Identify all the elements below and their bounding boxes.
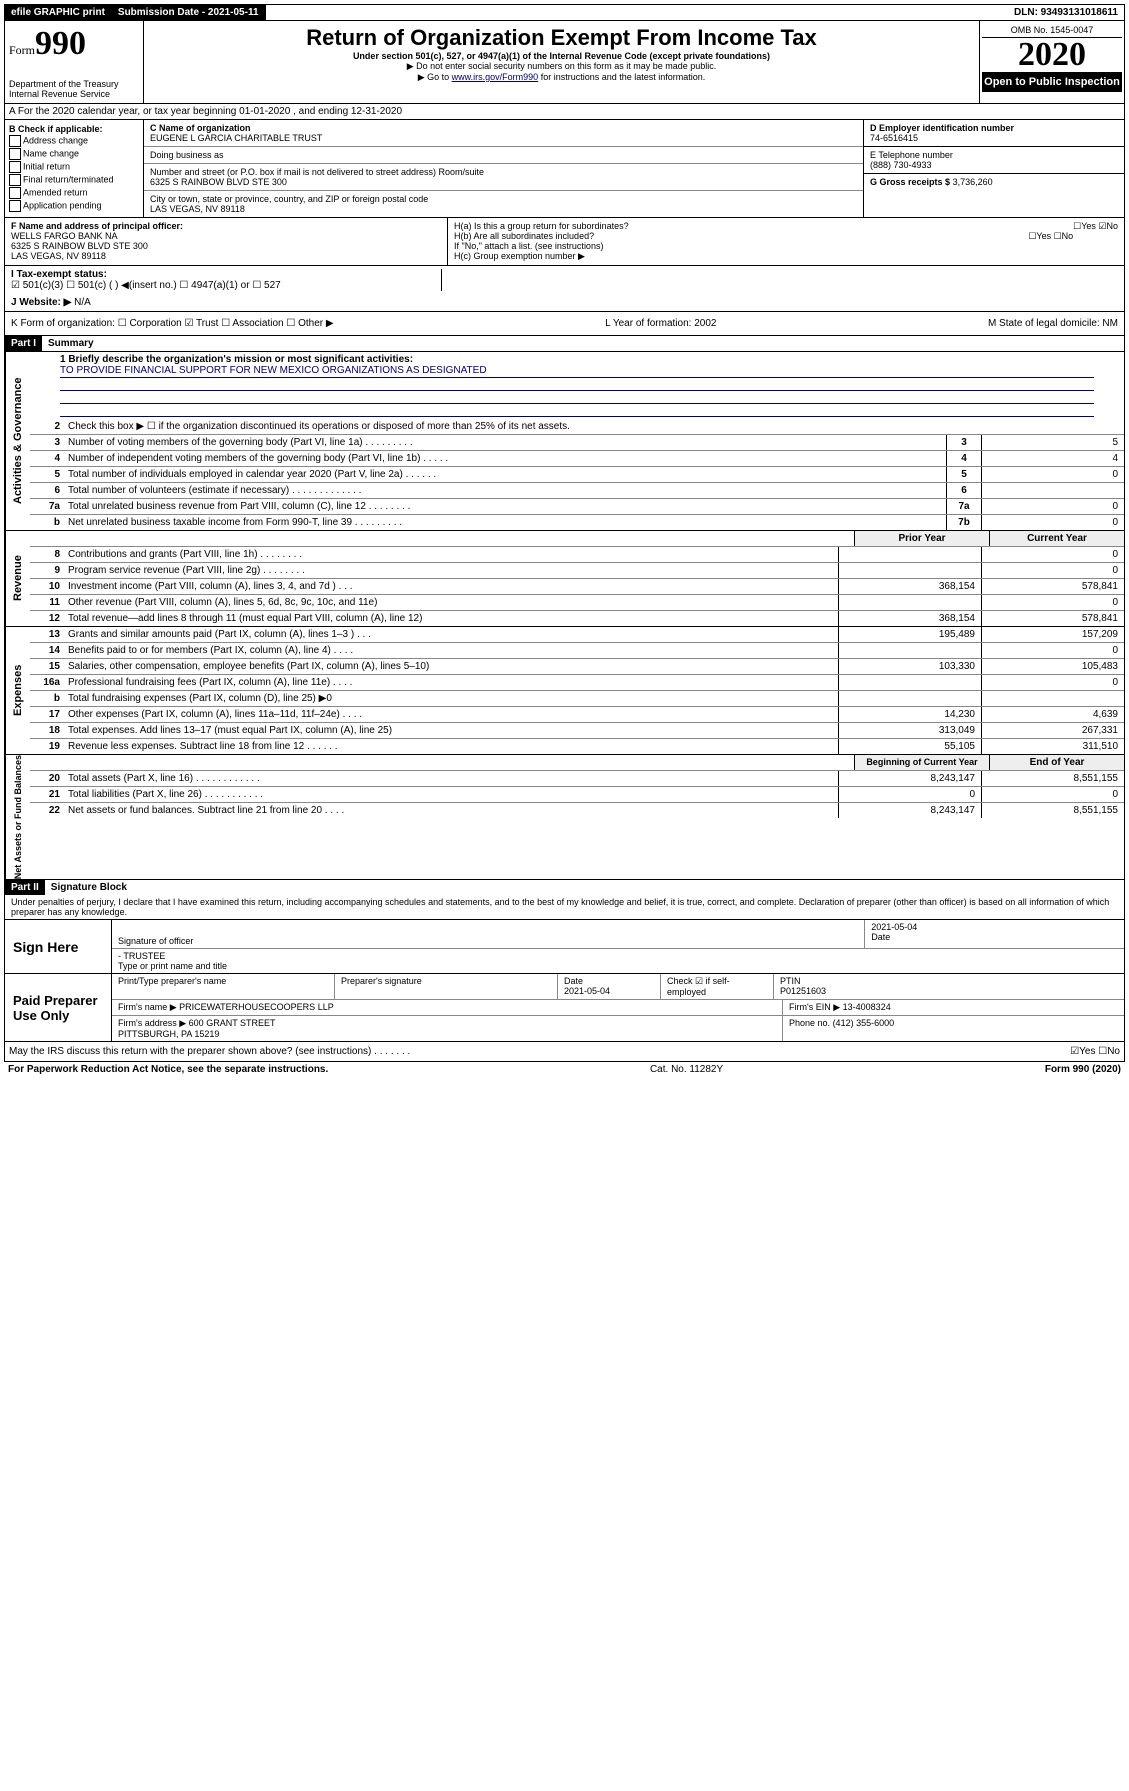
ein: 74-6516415 — [870, 133, 1118, 143]
checkbox-name-change[interactable]: Name change — [9, 148, 139, 160]
mission-block: 1 Briefly describe the organization's mi… — [30, 352, 1124, 419]
checkbox-address-change[interactable]: Address change — [9, 135, 139, 147]
line-8: 8Contributions and grants (Part VIII, li… — [30, 547, 1124, 563]
row-a-tax-year: A For the 2020 calendar year, or tax yea… — [4, 104, 1125, 120]
box-c: C Name of organizationEUGENE L GARCIA CH… — [144, 120, 864, 217]
mission-text: TO PROVIDE FINANCIAL SUPPORT FOR NEW MEX… — [60, 365, 1094, 378]
org-name: EUGENE L GARCIA CHARITABLE TRUST — [150, 133, 857, 143]
form-header: Form990 Department of the Treasury Inter… — [4, 21, 1125, 104]
submission-date: Submission Date - 2021-05-11 — [112, 5, 266, 20]
box-d: D Employer identification number74-65164… — [864, 120, 1124, 147]
line-12: 12Total revenue—add lines 8 through 11 (… — [30, 611, 1124, 626]
row-i: I Tax-exempt status:☑ 501(c)(3) ☐ 501(c)… — [4, 266, 1125, 294]
irs-link[interactable]: www.irs.gov/Form990 — [452, 72, 539, 82]
form-subtitle: Under section 501(c), 527, or 4947(a)(1)… — [148, 51, 975, 61]
line-3: 3Number of voting members of the governi… — [30, 435, 1124, 451]
form-number: Form990 — [9, 25, 139, 63]
checkbox-final-return-terminated[interactable]: Final return/terminated — [9, 174, 139, 186]
part-ii: Part IISignature Block Under penalties o… — [4, 880, 1125, 920]
checkbox-initial-return[interactable]: Initial return — [9, 161, 139, 173]
form-of-org: K Form of organization: ☐ Corporation ☑ … — [11, 318, 334, 329]
firm-phone: (412) 355-6000 — [833, 1018, 895, 1028]
line-16a: 16aProfessional fundraising fees (Part I… — [30, 675, 1124, 691]
box-e: E Telephone number(888) 730-4933 — [864, 147, 1124, 174]
line-11: 11Other revenue (Part VIII, column (A), … — [30, 595, 1124, 611]
box-h: H(a) Is this a group return for subordin… — [448, 218, 1124, 265]
instruction-2: ▶ Go to www.irs.gov/Form990 for instruct… — [148, 72, 975, 83]
efile-button[interactable]: efile GRAPHIC print — [5, 5, 112, 20]
city-state-zip: LAS VEGAS, NV 89118 — [150, 204, 857, 214]
line-14: 14Benefits paid to or for members (Part … — [30, 643, 1124, 659]
entity-block: B Check if applicable: Address changeNam… — [4, 120, 1125, 218]
ptin: P01251603 — [780, 986, 826, 996]
row-f-h: F Name and address of principal officer:… — [4, 218, 1125, 266]
line-6: 6Total number of volunteers (estimate if… — [30, 483, 1124, 499]
revenue-section: Revenue Prior YearCurrent Year 8Contribu… — [4, 531, 1125, 627]
sidebar-net-assets: Net Assets or Fund Balances — [5, 755, 30, 879]
row-k-l-m: K Form of organization: ☐ Corporation ☑ … — [4, 312, 1125, 336]
perjury-statement: Under penalties of perjury, I declare th… — [5, 895, 1124, 919]
line-22: 22Net assets or fund balances. Subtract … — [30, 803, 1124, 818]
box-b: B Check if applicable: Address changeNam… — [5, 120, 144, 217]
line-21: 21Total liabilities (Part X, line 26) . … — [30, 787, 1124, 803]
sidebar-revenue: Revenue — [5, 531, 30, 626]
gross-receipts: 3,736,260 — [953, 177, 993, 187]
line-4: 4Number of independent voting members of… — [30, 451, 1124, 467]
officer-name: - TRUSTEE — [118, 951, 1118, 961]
open-inspection: Open to Public Inspection — [982, 72, 1122, 92]
line-b: bTotal fundraising expenses (Part IX, co… — [30, 691, 1124, 707]
line-17: 17Other expenses (Part IX, column (A), l… — [30, 707, 1124, 723]
state-domicile: M State of legal domicile: NM — [988, 318, 1118, 329]
firm-name: PRICEWATERHOUSECOOPERS LLP — [179, 1002, 334, 1012]
principal-officer: WELLS FARGO BANK NA 6325 S RAINBOW BLVD … — [11, 231, 441, 261]
line-5: 5Total number of individuals employed in… — [30, 467, 1124, 483]
tax-year: 2020 — [982, 38, 1122, 72]
expenses-section: Expenses 13Grants and similar amounts pa… — [4, 627, 1125, 755]
box-f: F Name and address of principal officer:… — [5, 218, 448, 265]
telephone: (888) 730-4933 — [870, 160, 1118, 170]
street-address: 6325 S RAINBOW BLVD STE 300 — [150, 177, 857, 187]
sign-here-label: Sign Here — [5, 920, 112, 973]
line-2: 2Check this box ▶ ☐ if the organization … — [30, 419, 1124, 435]
instruction-1: ▶ Do not enter social security numbers o… — [148, 61, 975, 72]
form-title: Return of Organization Exempt From Incom… — [148, 25, 975, 51]
footer: For Paperwork Reduction Act Notice, see … — [4, 1062, 1125, 1077]
line-15: 15Salaries, other compensation, employee… — [30, 659, 1124, 675]
year-formation: L Year of formation: 2002 — [605, 318, 716, 329]
line-13: 13Grants and similar amounts paid (Part … — [30, 627, 1124, 643]
line-7a: 7aTotal unrelated business revenue from … — [30, 499, 1124, 515]
line-19: 19Revenue less expenses. Subtract line 1… — [30, 739, 1124, 754]
sidebar-expenses: Expenses — [5, 627, 30, 754]
sidebar-governance: Activities & Governance — [5, 352, 30, 530]
discuss-row: May the IRS discuss this return with the… — [4, 1042, 1125, 1062]
dln: DLN: 93493131018611 — [1008, 5, 1124, 20]
signature-block: Sign Here Signature of officer 2021-05-0… — [4, 920, 1125, 1042]
line-20: 20Total assets (Part X, line 16) . . . .… — [30, 771, 1124, 787]
line-b: bNet unrelated business taxable income f… — [30, 515, 1124, 530]
checkbox-amended-return[interactable]: Amended return — [9, 187, 139, 199]
part-i-header: Part I — [5, 336, 42, 351]
line-18: 18Total expenses. Add lines 13–17 (must … — [30, 723, 1124, 739]
net-assets-section: Net Assets or Fund Balances Beginning of… — [4, 755, 1125, 880]
line-10: 10Investment income (Part VIII, column (… — [30, 579, 1124, 595]
box-g: G Gross receipts $ 3,736,260 — [864, 174, 1124, 190]
row-j: J Website: ▶ N/A — [4, 294, 1125, 312]
part-i: Part ISummary — [4, 336, 1125, 352]
governance-section: Activities & Governance 1 Briefly descri… — [4, 352, 1125, 531]
paid-preparer-label: Paid Preparer Use Only — [5, 974, 112, 1041]
top-bar: efile GRAPHIC print Submission Date - 20… — [4, 4, 1125, 21]
line-9: 9Program service revenue (Part VIII, lin… — [30, 563, 1124, 579]
checkbox-application-pending[interactable]: Application pending — [9, 200, 139, 212]
firm-ein: 13-4008324 — [843, 1002, 891, 1012]
part-ii-header: Part II — [5, 880, 45, 895]
department: Department of the Treasury Internal Reve… — [9, 79, 139, 99]
